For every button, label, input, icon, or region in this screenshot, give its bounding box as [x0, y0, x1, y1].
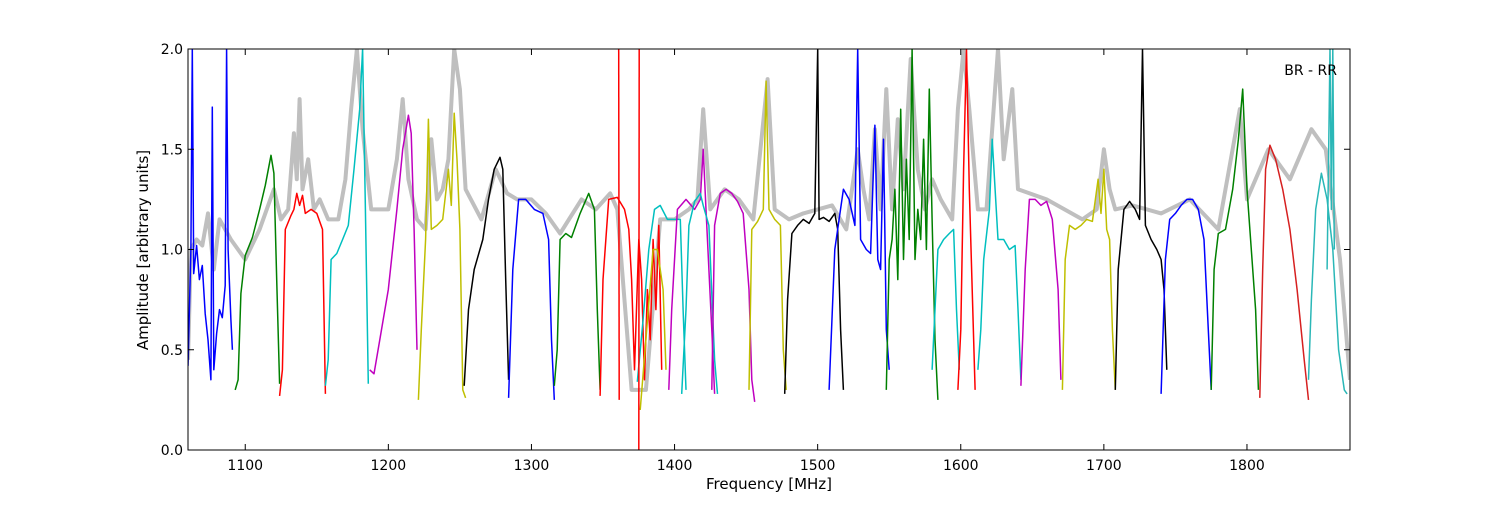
y-tick-label: 0.5 [161, 343, 183, 359]
x-tick-label: 1100 [227, 458, 263, 474]
y-tick-label: 2.0 [161, 42, 183, 58]
x-tick-label: 1500 [800, 458, 836, 474]
x-tick-label: 1700 [1086, 458, 1122, 474]
x-tick-label: 1200 [371, 458, 407, 474]
y-tick-label: 1.5 [161, 142, 183, 158]
x-tick-label: 1300 [514, 458, 550, 474]
x-axis-label: Frequency [MHz] [706, 475, 832, 493]
y-tick-label: 0.0 [161, 443, 183, 459]
x-tick-label: 1400 [657, 458, 693, 474]
x-tick-label: 1800 [1229, 458, 1265, 474]
annotation-label: BR - RR [1284, 63, 1337, 79]
series-line-31 [619, 49, 620, 400]
x-tick-label: 1600 [943, 458, 979, 474]
y-axis-label: Amplitude [arbitrary units] [134, 150, 152, 350]
y-tick-label: 1.0 [161, 243, 183, 259]
